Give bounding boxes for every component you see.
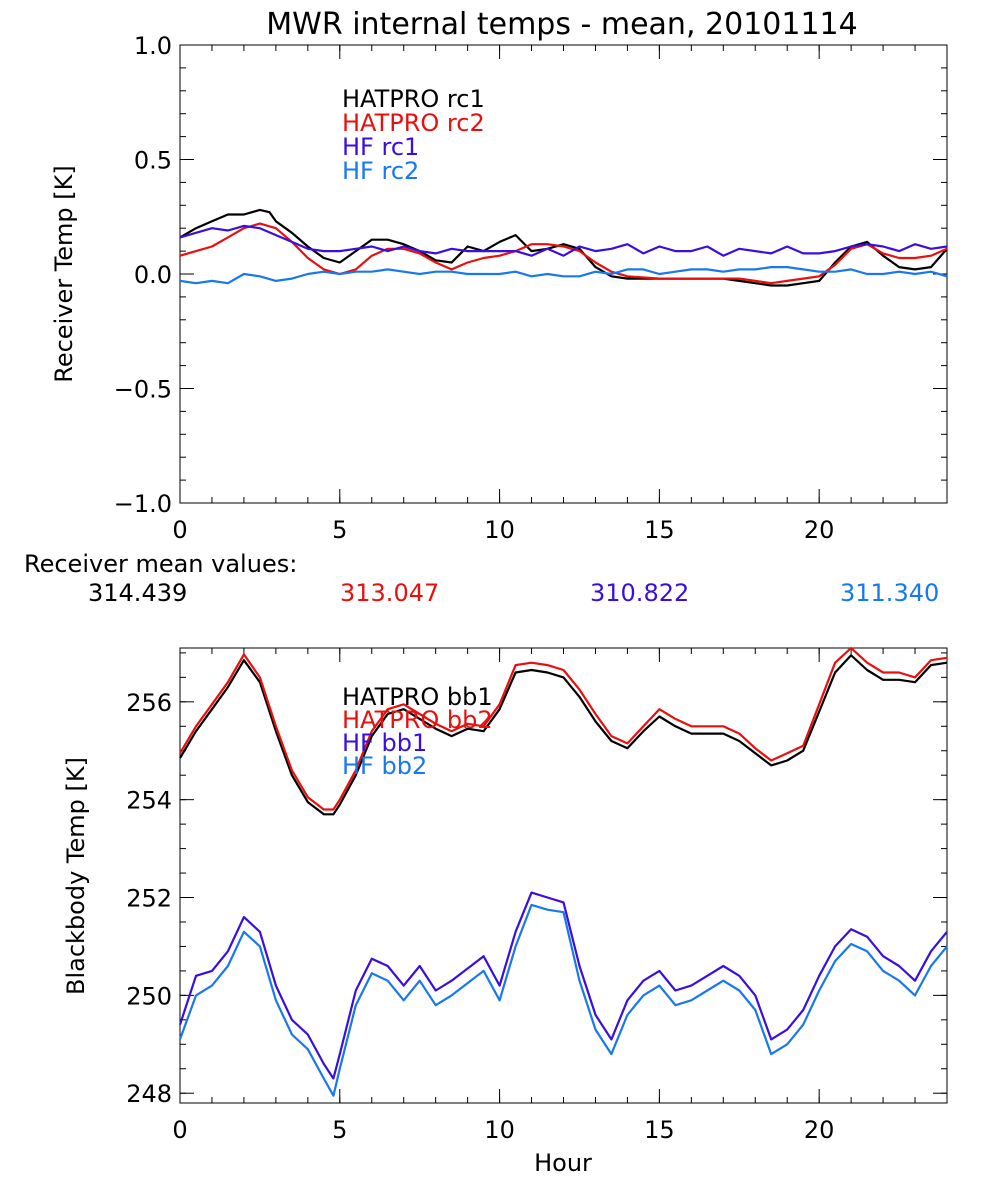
mean-value-hf-rc2: 311.340 xyxy=(840,579,939,607)
series-line-hatpro-rc1 xyxy=(179,208,948,287)
receiver-mean-values: Receiver mean values: 314.439 313.047 31… xyxy=(24,550,939,607)
x-axis-label-hour: Hour xyxy=(534,1149,592,1177)
mean-value-hatpro-rc2: 313.047 xyxy=(340,579,439,607)
series-line-hatpro-rc2 xyxy=(179,222,948,285)
legend-entry-hatpro-rc1: HATPRO rc1 xyxy=(342,85,485,113)
x-tick-label-receiver-15: 15 xyxy=(644,516,675,544)
y-tick-label-blackbody-254: 254 xyxy=(126,787,172,815)
series-line-hatpro-bb1 xyxy=(179,654,948,816)
x-tick-label-receiver-5: 5 xyxy=(332,516,347,544)
series-line-hf-bb2 xyxy=(178,903,948,1097)
y-tick-label-receiver-0.0: 0.0 xyxy=(134,261,172,289)
receiver-temp-panel: 0 5 10 15 20 −1.0 −0.5 0.0 0.5 1.0 HATPRO rc1HATP… xyxy=(50,32,948,544)
series-receiver xyxy=(179,208,948,287)
ticks-blackbody: 0 5 10 15 20 248 250 252 254 256 xyxy=(126,648,948,1144)
legend-entry-hf-rc1: HF rc1 xyxy=(342,133,419,161)
legend-entry-hf-bb1: HF bb1 xyxy=(342,729,427,757)
legend-entry-hatpro-rc2: HATPRO rc2 xyxy=(342,109,485,137)
y-tick-label-blackbody-248: 248 xyxy=(126,1080,172,1108)
ticks-receiver: 0 5 10 15 20 −1.0 −0.5 0.0 0.5 1.0 xyxy=(114,32,948,544)
y-tick-label-receiver-1.0: 1.0 xyxy=(134,32,172,60)
legend-entry-hf-bb2: HF bb2 xyxy=(342,752,427,780)
y-tick-label-blackbody-250: 250 xyxy=(126,982,172,1010)
series-line-hatpro-bb2 xyxy=(179,646,948,811)
x-tick-label-blackbody-10: 10 xyxy=(484,1116,515,1144)
y-axis-label-receiver: Receiver Temp [K] xyxy=(50,165,78,383)
y-tick-label-receiver--1.0: −1.0 xyxy=(114,490,172,518)
x-tick-label-receiver-0: 0 xyxy=(172,516,187,544)
mean-values-label: Receiver mean values: xyxy=(24,550,297,578)
y-tick-label-blackbody-252: 252 xyxy=(126,885,172,913)
x-tick-label-receiver-10: 10 xyxy=(484,516,515,544)
x-tick-label-blackbody-5: 5 xyxy=(332,1116,347,1144)
legend-entry-hatpro-bb2: HATPRO bb2 xyxy=(342,706,493,734)
y-tick-label-blackbody-256: 256 xyxy=(126,689,172,717)
y-tick-label-receiver--0.5: −0.5 xyxy=(114,376,172,404)
x-tick-label-blackbody-20: 20 xyxy=(804,1116,835,1144)
series-line-hf-rc1 xyxy=(179,224,948,257)
blackbody-temp-panel: 0 5 10 15 20 248 250 252 254 256 HATPRO bb1HATPRO… xyxy=(62,646,948,1177)
y-tick-label-receiver-0.5: 0.5 xyxy=(134,147,172,175)
mean-value-hatpro-rc1: 314.439 xyxy=(88,579,187,607)
x-tick-label-receiver-20: 20 xyxy=(804,516,835,544)
legend-entry-hf-rc2: HF rc2 xyxy=(342,157,419,185)
mean-value-hf-rc1: 310.822 xyxy=(590,579,689,607)
series-line-hf-rc2 xyxy=(179,266,948,285)
y-axis-label-blackbody: Blackbody Temp [K] xyxy=(62,757,90,995)
x-tick-label-blackbody-15: 15 xyxy=(644,1116,675,1144)
x-tick-label-blackbody-0: 0 xyxy=(172,1116,187,1144)
series-line-hf-bb1 xyxy=(178,891,948,1080)
chart-title: MWR internal temps - mean, 20101114 xyxy=(266,7,857,42)
series-blackbody xyxy=(178,646,948,1097)
legend-entry-hatpro-bb1: HATPRO bb1 xyxy=(342,683,493,711)
